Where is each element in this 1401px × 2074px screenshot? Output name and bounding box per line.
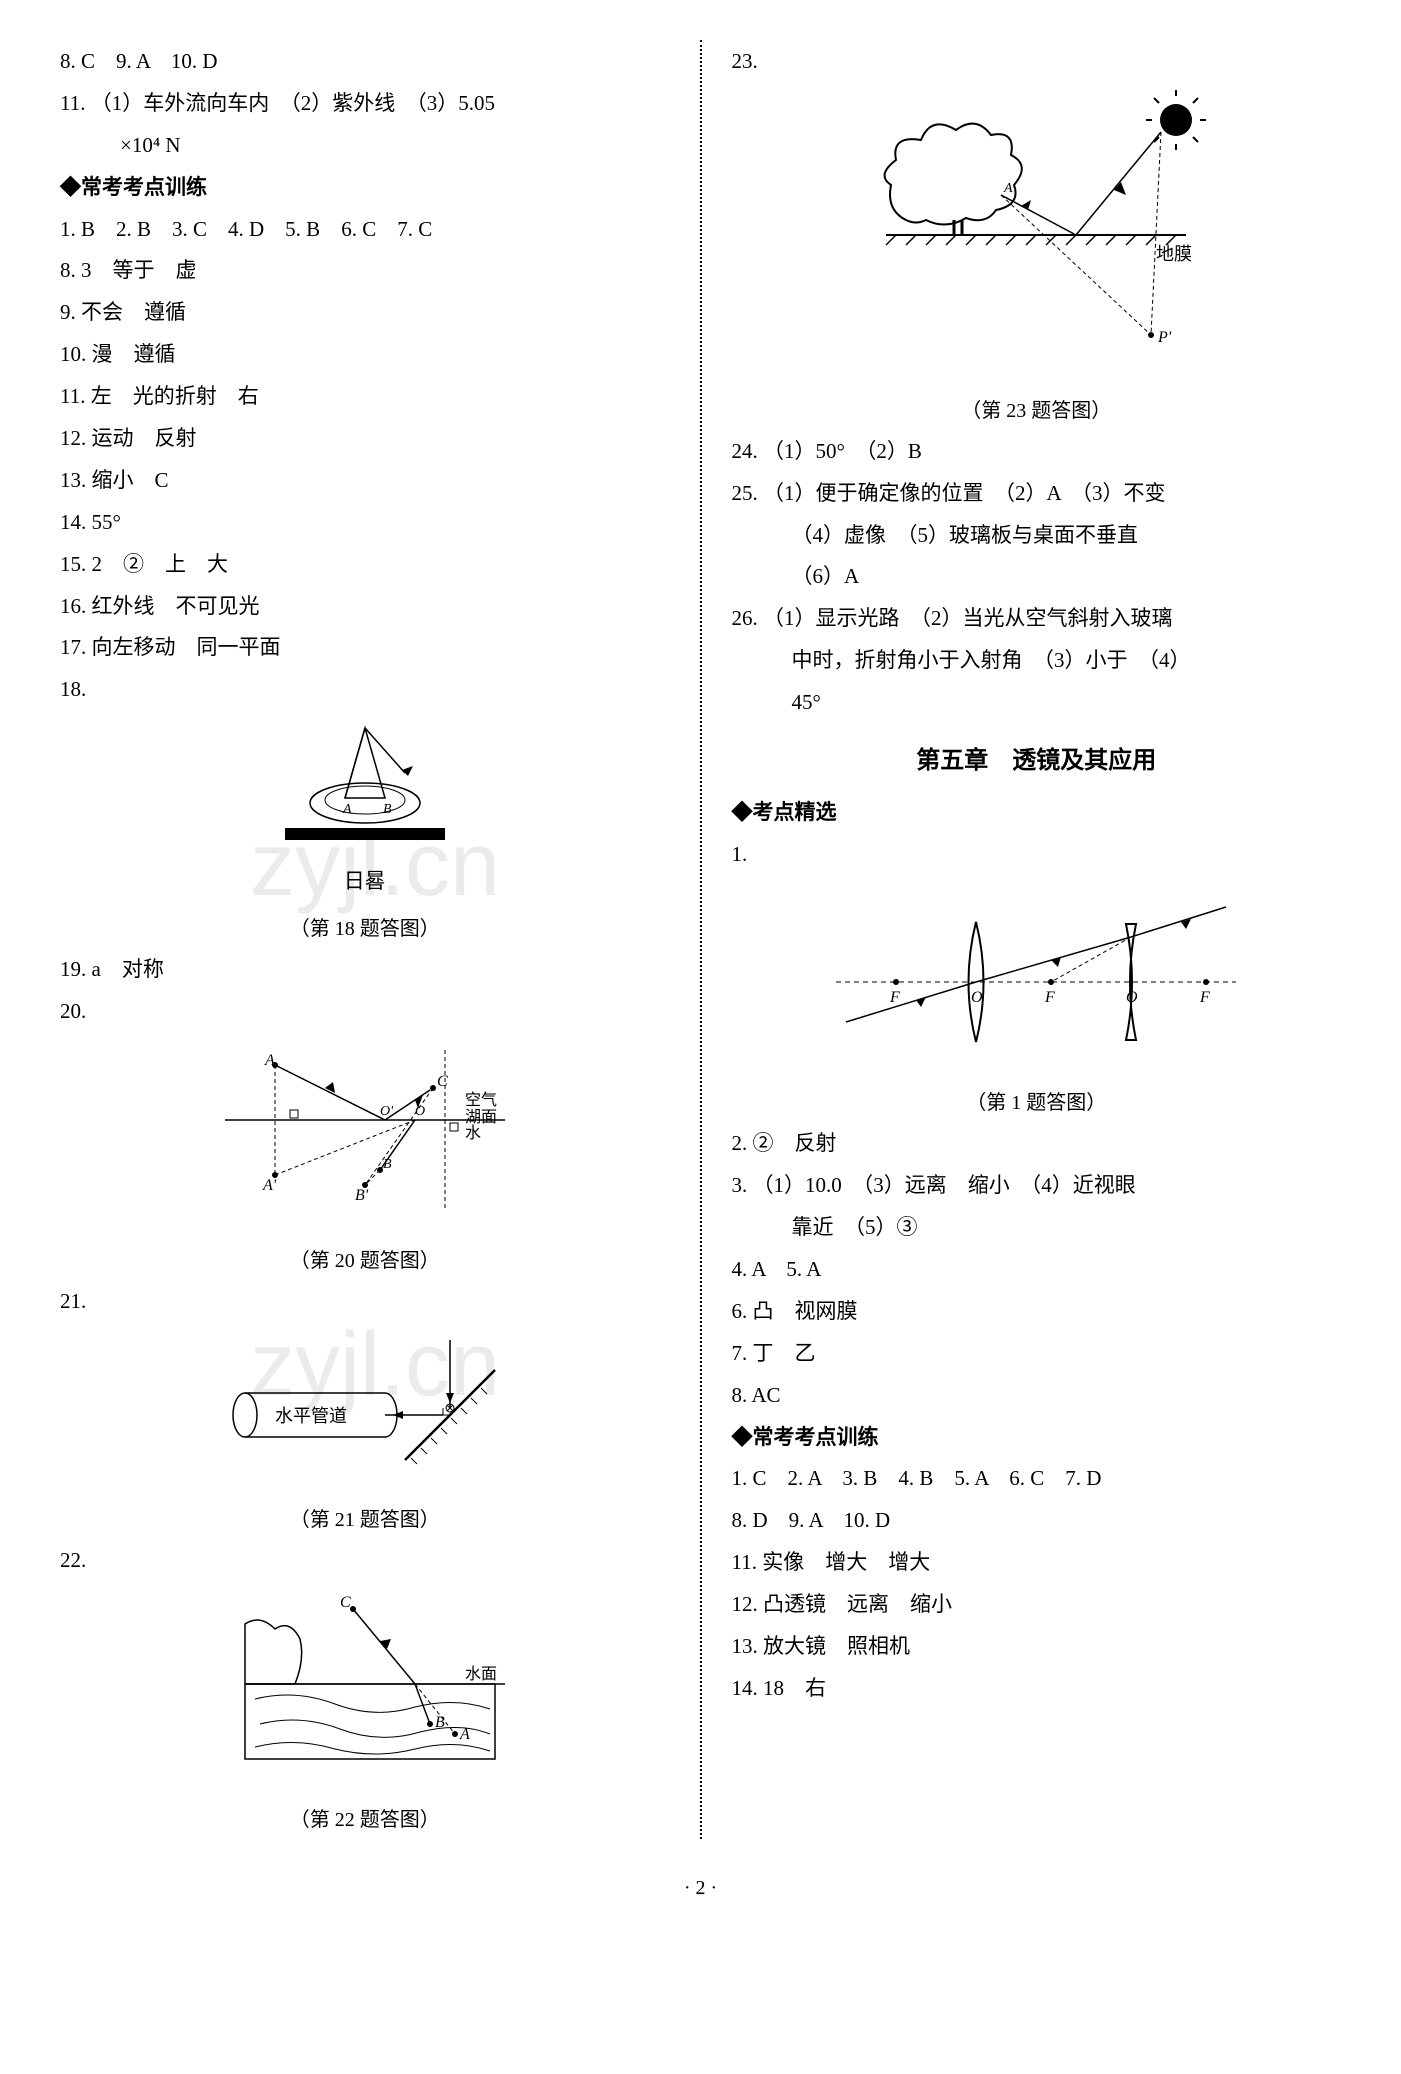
svg-text:P': P' xyxy=(1157,329,1172,346)
answer-line-cont: （6）A xyxy=(732,557,1342,597)
answer-line: 25. （1）便于确定像的位置 （2）A （3）不变 xyxy=(732,474,1342,514)
svg-text:B': B' xyxy=(355,1187,369,1204)
answer-line: 2. ② 反射 xyxy=(732,1124,1342,1164)
page-columns: 8. C 9. A 10. D 11. （1）车外流向车内 （2）紫外线 （3）… xyxy=(50,40,1351,1839)
answer-line: 1. C 2. A 3. B 4. B 5. A 6. C 7. D xyxy=(732,1459,1342,1499)
figure-caption: （第 22 题答图） xyxy=(60,1801,670,1839)
answer-line: 10. 漫 遵循 xyxy=(60,335,670,375)
answer-line: 21. xyxy=(60,1282,670,1322)
svg-text:O: O xyxy=(971,989,983,1006)
svg-text:空气: 空气 xyxy=(465,1091,497,1109)
svg-text:O': O' xyxy=(380,1104,394,1119)
figure-lens: F O F O F xyxy=(732,882,1342,1076)
figure-caption: （第 21 题答图） xyxy=(60,1501,670,1539)
figure-caption: （第 18 题答图） xyxy=(60,910,670,948)
answer-line: 9. 不会 遵循 xyxy=(60,293,670,333)
figure-21: 水平管道 xyxy=(60,1330,670,1494)
svg-text:水面: 水面 xyxy=(465,1665,497,1683)
answer-line: 11. （1）车外流向车内 （2）紫外线 （3）5.05 xyxy=(60,84,670,124)
answer-line: 13. 放大镜 照相机 xyxy=(732,1627,1342,1667)
answer-line: 24. （1）50° （2）B xyxy=(732,432,1342,472)
answer-line: 11. 实像 增大 增大 xyxy=(732,1543,1342,1583)
svg-text:A: A xyxy=(342,802,352,817)
answer-line: 15. 2 ② 上 大 xyxy=(60,545,670,585)
answer-line: 19. a 对称 xyxy=(60,950,670,990)
svg-text:水平管道: 水平管道 xyxy=(275,1406,347,1426)
left-column: 8. C 9. A 10. D 11. （1）车外流向车内 （2）紫外线 （3）… xyxy=(50,40,680,1839)
figure-sublabel: 日晷 xyxy=(60,862,670,902)
figure-20: A C O' O A' xyxy=(60,1040,670,1234)
figure-caption: （第 23 题答图） xyxy=(732,392,1342,430)
svg-text:F: F xyxy=(889,989,900,1006)
figure-caption: （第 20 题答图） xyxy=(60,1242,670,1280)
chapter-title: 第五章 透镜及其应用 xyxy=(732,739,1342,785)
answer-line: 3. （1）10.0 （3）远离 缩小 （4）近视眼 xyxy=(732,1166,1342,1206)
answer-line: 13. 缩小 C xyxy=(60,461,670,501)
section-heading: ◆考点精选 xyxy=(732,793,1342,833)
answer-line: 1. xyxy=(732,835,1342,875)
svg-text:F: F xyxy=(1199,989,1210,1006)
answer-line: 8. AC xyxy=(732,1376,1342,1416)
answer-line-cont: 中时，折射角小于入射角 （3）小于 （4） xyxy=(732,641,1342,681)
answer-line: 8. D 9. A 10. D xyxy=(732,1501,1342,1541)
answer-line-cont: 45° xyxy=(732,683,1342,723)
answer-line: 12. 凸透镜 远离 缩小 xyxy=(732,1585,1342,1625)
answer-line: 8. 3 等于 虚 xyxy=(60,251,670,291)
answer-line: 18. xyxy=(60,670,670,710)
svg-text:A: A xyxy=(459,1726,470,1743)
svg-text:A': A' xyxy=(262,1177,277,1194)
answer-line: 12. 运动 反射 xyxy=(60,419,670,459)
figure-caption: （第 1 题答图） xyxy=(732,1084,1342,1122)
answer-line-cont: （4）虚像 （5）玻璃板与桌面不垂直 xyxy=(732,516,1342,556)
answer-line: 22. xyxy=(60,1541,670,1581)
answer-line: 4. A 5. A xyxy=(732,1250,1342,1290)
svg-text:B: B xyxy=(383,802,392,817)
svg-text:地膜: 地膜 xyxy=(1156,244,1192,264)
svg-text:C: C xyxy=(340,1594,351,1611)
answer-line-cont: 靠近 （5）③ xyxy=(732,1208,1342,1248)
answer-line: 20. xyxy=(60,992,670,1032)
answer-line-cont: ×10⁴ N xyxy=(60,126,670,166)
answer-line: 14. 18 右 xyxy=(732,1669,1342,1709)
answer-line: 11. 左 光的折射 右 xyxy=(60,377,670,417)
svg-text:A: A xyxy=(1003,181,1013,196)
section-heading: ◆常考考点训练 xyxy=(60,168,670,208)
page-number: · 2 · xyxy=(50,1869,1351,1907)
answer-line: 17. 向左移动 同一平面 xyxy=(60,628,670,668)
figure-23: 地膜 A P' xyxy=(732,90,1342,384)
answer-line: 8. C 9. A 10. D xyxy=(60,42,670,82)
section-heading: ◆常考考点训练 xyxy=(732,1418,1342,1458)
svg-text:F: F xyxy=(1044,989,1055,1006)
right-column: 23. xyxy=(722,40,1352,1839)
answer-line: 23. xyxy=(732,42,1342,82)
answer-line: 6. 凸 视网膜 xyxy=(732,1292,1342,1332)
svg-text:O: O xyxy=(1126,989,1138,1006)
svg-text:湖面: 湖面 xyxy=(465,1108,497,1126)
svg-text:水: 水 xyxy=(465,1124,481,1142)
svg-text:C: C xyxy=(437,1073,448,1090)
answer-line: 14. 55° xyxy=(60,503,670,543)
figure-18: A B 日晷 xyxy=(60,718,670,902)
answer-line: 26. （1）显示光路 （2）当光从空气斜射入玻璃 xyxy=(732,599,1342,639)
answer-line: 7. 丁 乙 xyxy=(732,1334,1342,1374)
answer-line: 16. 红外线 不可见光 xyxy=(60,587,670,627)
svg-text:B: B xyxy=(435,1714,445,1731)
figure-22: 水面 C B A xyxy=(60,1589,670,1793)
column-divider xyxy=(700,40,702,1839)
answer-line: 1. B 2. B 3. C 4. D 5. B 6. C 7. C xyxy=(60,210,670,250)
